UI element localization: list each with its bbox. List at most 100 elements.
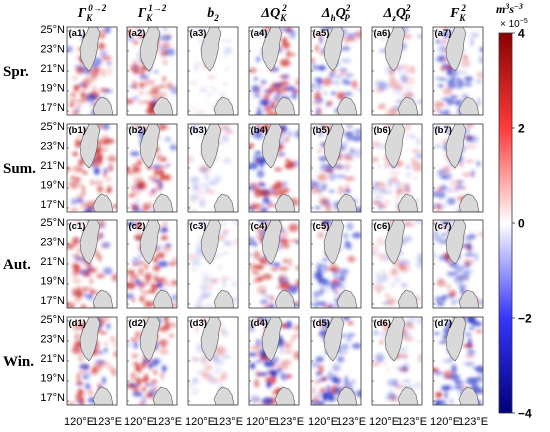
lon-tick-label: 123°E xyxy=(92,416,122,428)
luzon-landmass xyxy=(274,289,296,308)
panel-label: (d2) xyxy=(129,318,146,329)
taiwan-landmass xyxy=(79,317,101,362)
taiwan-landmass xyxy=(261,27,283,72)
luzon-landmass xyxy=(336,193,358,212)
lon-tick-label: 120°E xyxy=(369,416,399,428)
map-panel-d2: (d2) xyxy=(126,316,178,406)
column-header-3: b2 xyxy=(207,6,219,23)
column-header-7: FK2 xyxy=(449,3,466,23)
map-panel-d6: (d6) xyxy=(371,316,423,406)
panel-label: (d7) xyxy=(435,318,452,329)
row-label-4: Win. xyxy=(3,354,34,370)
panel-label: (b7) xyxy=(435,125,452,136)
taiwan-landmass xyxy=(323,317,345,362)
panel-label: (c2) xyxy=(129,221,146,232)
panel-label: (a5) xyxy=(313,28,330,39)
luzon-landmass xyxy=(397,193,419,212)
luzon-landmass xyxy=(458,193,480,212)
luzon-landmass xyxy=(213,289,235,308)
panel-label: (a3) xyxy=(190,28,207,39)
taiwan-landmass xyxy=(384,317,406,362)
lat-tick-label: 19°N xyxy=(40,180,65,192)
taiwan-landmass xyxy=(323,220,345,265)
luzon-landmass xyxy=(397,386,419,405)
luzon-landmass xyxy=(458,289,480,308)
map-panel-c2: (c2) xyxy=(126,219,178,309)
column-header-2: ΓK1→2 xyxy=(137,3,167,23)
column-header-5: ΔhQ2 P xyxy=(321,3,351,23)
taiwan-landmass xyxy=(445,124,467,169)
luzon-landmass xyxy=(397,289,419,308)
lon-tick-label: 120°E xyxy=(64,416,94,428)
lat-tick-label: 23°N xyxy=(40,141,65,153)
column-header-6: ΔzQ2 P xyxy=(383,3,411,23)
column-headers: ΓK0→2 ΓK1→2 b2 ΔQK2 ΔhQ2 P ΔzQ2 P FK2 xyxy=(77,3,467,23)
luzon-landmass xyxy=(152,289,174,308)
colorbar-tick-label: 2 xyxy=(518,122,525,136)
taiwan-landmass xyxy=(445,220,467,265)
colorbar-scale: × 10−5 xyxy=(500,18,528,30)
panel-label: (a4) xyxy=(251,28,268,39)
taiwan-landmass xyxy=(323,27,345,72)
colorbar: 4 2 0 −2 −4 m3s−3 × 10−5 xyxy=(496,2,532,421)
colorbar-gradient xyxy=(498,32,513,414)
luzon-landmass xyxy=(92,96,114,115)
colorbar-tick-label: 0 xyxy=(518,217,525,231)
lat-tick-label: 25°N xyxy=(40,24,65,36)
map-panel-d4: (d4) xyxy=(248,316,300,406)
colorbar-units: m3s−3 xyxy=(496,2,523,16)
luzon-landmass xyxy=(92,193,114,212)
luzon-landmass xyxy=(336,386,358,405)
panel-grid: (a1) 25°N 23°N 21°N 19°N 17°N (a2) (a3) (a4) (a5)… xyxy=(40,24,488,428)
taiwan-landmass xyxy=(445,317,467,362)
row-label-2: Sum. xyxy=(3,161,36,177)
taiwan-landmass xyxy=(139,317,161,362)
taiwan-landmass xyxy=(79,27,101,72)
panel-label: (c4) xyxy=(251,221,268,232)
colorbar-tick-label: −4 xyxy=(518,407,532,421)
map-panel-b4: (b4) xyxy=(248,123,300,213)
taiwan-landmass xyxy=(139,27,161,72)
panel-label: (d4) xyxy=(251,318,268,329)
luzon-landmass xyxy=(92,289,114,308)
luzon-landmass xyxy=(213,193,235,212)
lat-tick-label: 17°N xyxy=(40,102,65,114)
taiwan-landmass xyxy=(261,317,283,362)
lon-tick-label: 120°E xyxy=(430,416,460,428)
taiwan-landmass xyxy=(200,27,222,72)
lon-tick-label: 123°E xyxy=(213,416,243,428)
taiwan-landmass xyxy=(139,124,161,169)
luzon-landmass xyxy=(213,96,235,115)
map-panel-b7: (b7) xyxy=(432,123,484,213)
lon-tick-label: 120°E xyxy=(124,416,154,428)
map-panel-a6: (a6) xyxy=(371,26,423,116)
taiwan-landmass xyxy=(261,124,283,169)
panel-label: (a1) xyxy=(69,28,86,39)
luzon-landmass xyxy=(336,96,358,115)
lon-tick-label: 120°E xyxy=(308,416,338,428)
lon-tick-label: 120°E xyxy=(185,416,215,428)
panel-label: (a6) xyxy=(374,28,391,39)
luzon-landmass xyxy=(92,386,114,405)
panel-label: (b1) xyxy=(69,125,86,136)
map-panel-a4: (a4) xyxy=(248,26,300,116)
lat-tick-label: 17°N xyxy=(40,295,65,307)
lon-tick-label: 123°E xyxy=(397,416,427,428)
lat-tick-label: 19°N xyxy=(40,83,65,95)
map-panel-a2: (a2) xyxy=(126,26,178,116)
panel-label: (c1) xyxy=(69,221,86,232)
row-label-3: Aut. xyxy=(3,257,31,273)
map-panel-a1: (a1) xyxy=(66,26,118,116)
taiwan-landmass xyxy=(200,124,222,169)
lat-tick-label: 25°N xyxy=(40,314,65,326)
map-panel-c6: (c6) xyxy=(371,219,423,309)
taiwan-landmass xyxy=(261,220,283,265)
panel-label: (c7) xyxy=(435,221,452,232)
colorbar-tick-label: −2 xyxy=(518,312,532,326)
taiwan-landmass xyxy=(79,220,101,265)
panel-label: (d6) xyxy=(374,318,391,329)
panel-label: (d5) xyxy=(313,318,330,329)
luzon-landmass xyxy=(458,96,480,115)
panel-label: (c6) xyxy=(374,221,391,232)
taiwan-landmass xyxy=(200,317,222,362)
